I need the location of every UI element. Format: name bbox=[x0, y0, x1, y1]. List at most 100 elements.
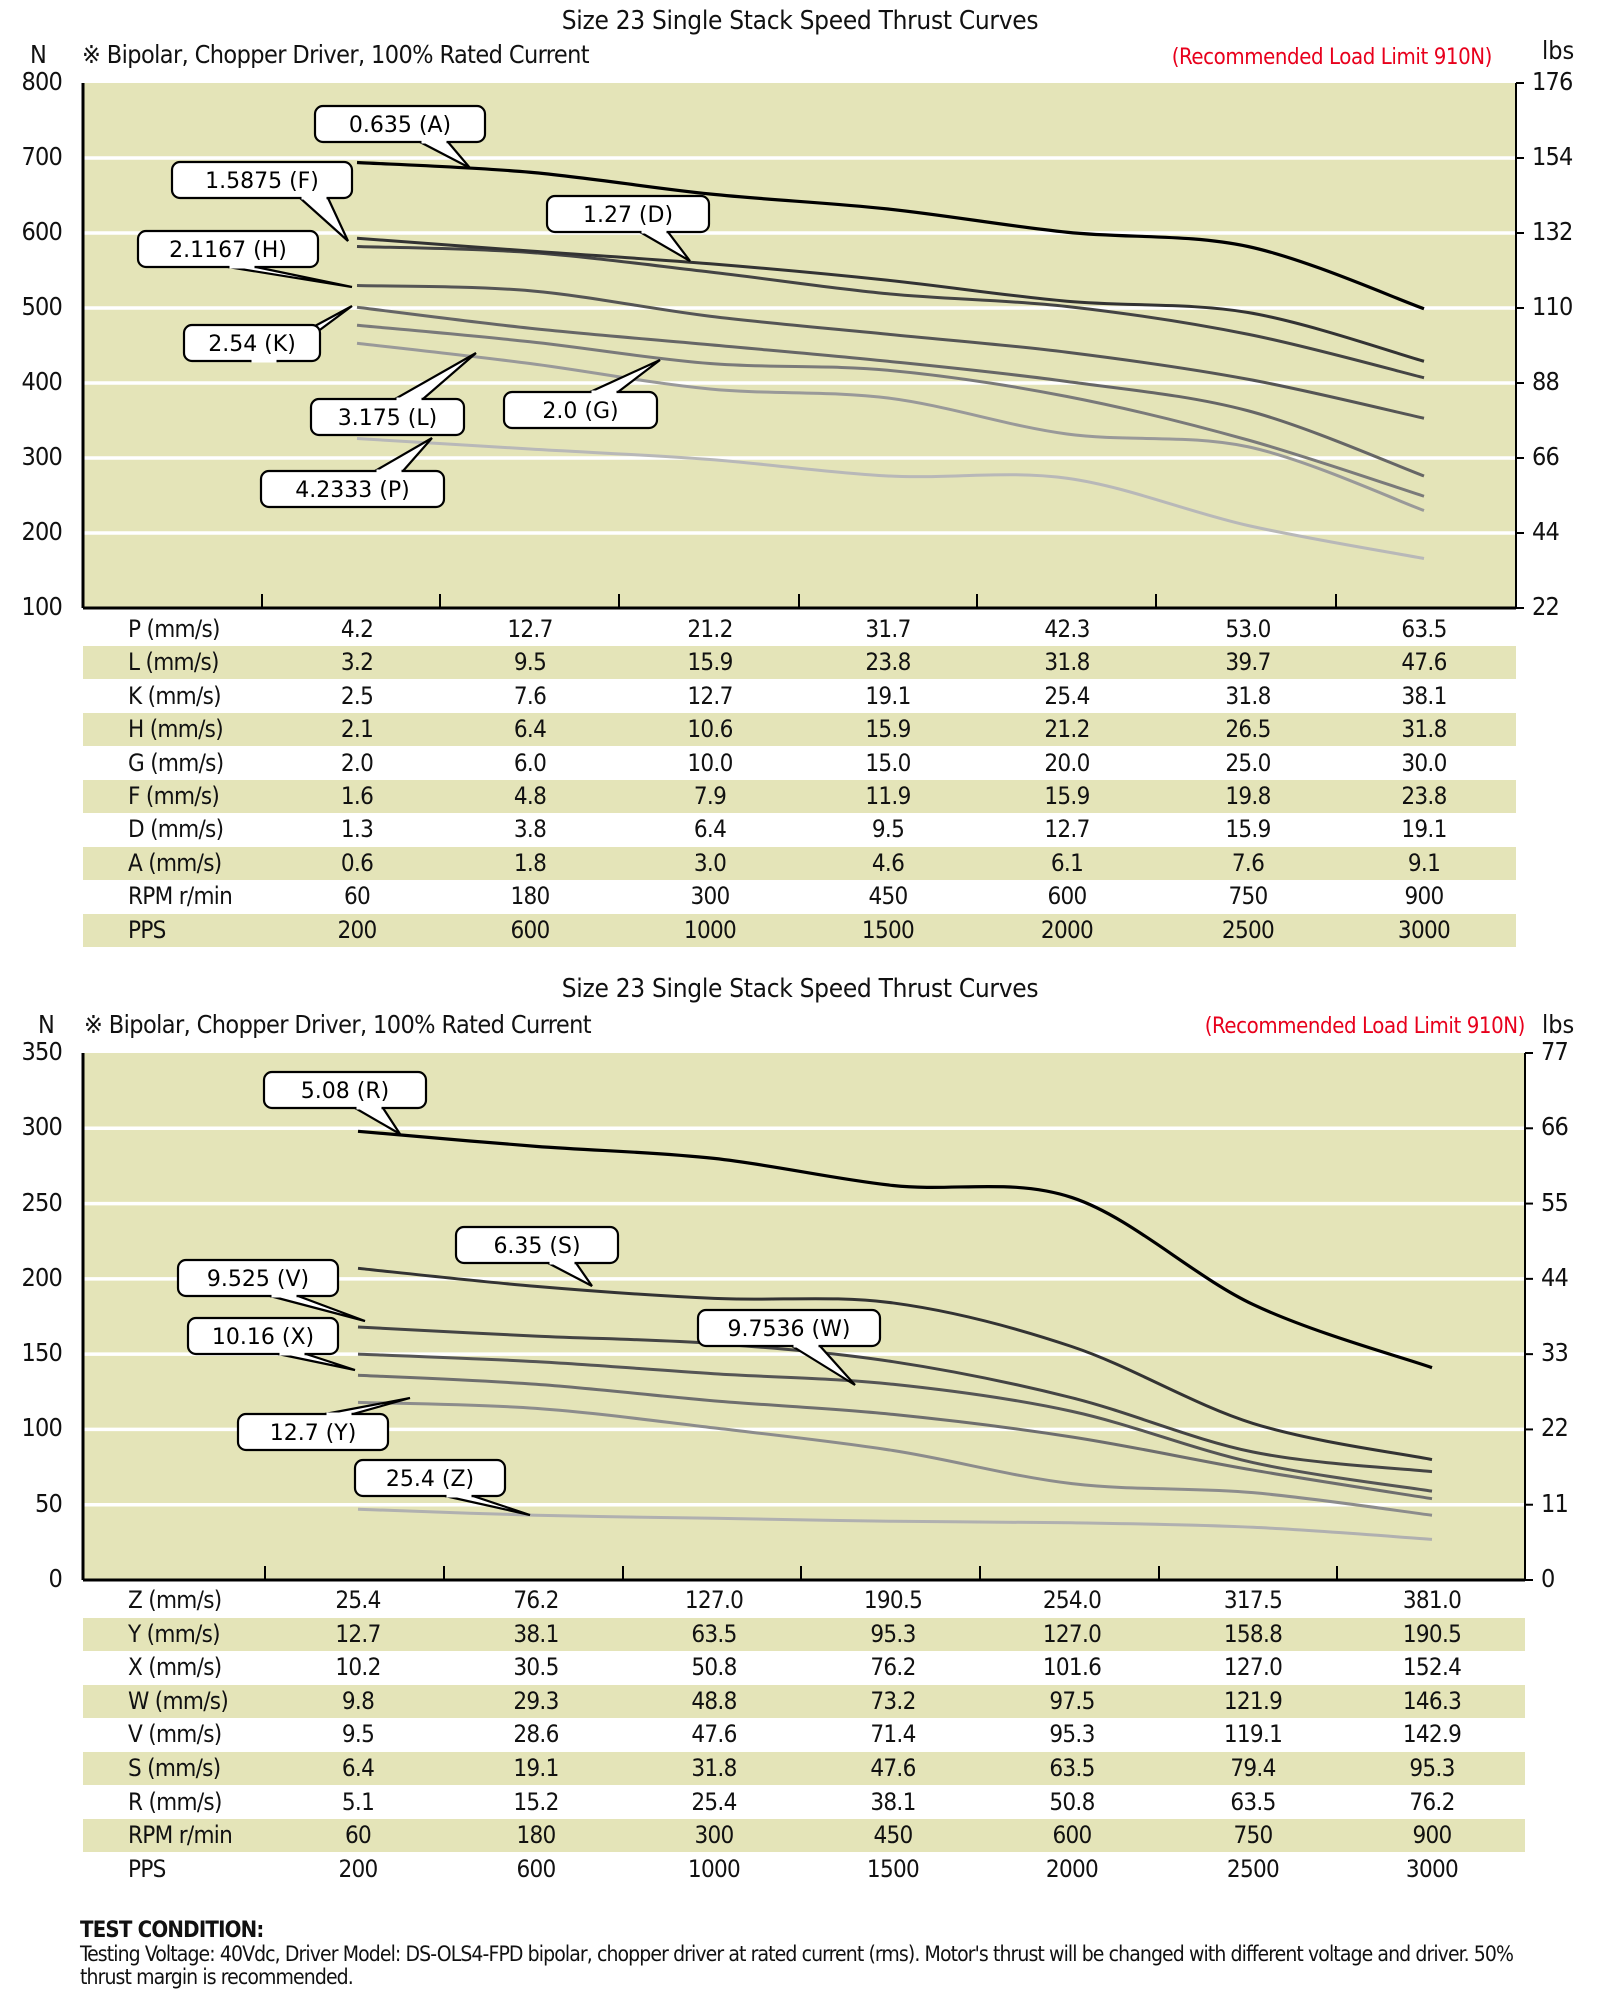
series-line-H bbox=[356, 284, 1425, 420]
callout-box bbox=[454, 1225, 620, 1265]
chart2-title: Size 23 Single Stack Speed Thrust Curves bbox=[561, 974, 1039, 1004]
table-cell: 1.3 bbox=[340, 815, 374, 844]
table-cell: 42.3 bbox=[1044, 615, 1090, 643]
table-cell: 142.9 bbox=[1402, 1720, 1462, 1749]
table-row: L (mm/s) 3.2 9.5 15.9 23.8 31.8 39.7 47.6 bbox=[83, 646, 1516, 680]
callout-box bbox=[309, 397, 466, 437]
series-line-R bbox=[357, 1129, 1433, 1370]
table-cell: 750 bbox=[1233, 1821, 1273, 1850]
table-cell: 9.1 bbox=[1407, 848, 1441, 877]
table-cell: 180 bbox=[510, 882, 550, 911]
table-cell: 6.0 bbox=[513, 748, 547, 777]
table-row-label: D (mm/s) bbox=[128, 815, 224, 844]
callout-P: 4.2333 (P) bbox=[259, 437, 446, 509]
table-cell: 23.8 bbox=[1401, 782, 1447, 810]
table-cell: 25.4 bbox=[335, 1586, 381, 1614]
y-tick-label-left: 250 bbox=[21, 1187, 62, 1217]
table-cell: 2500 bbox=[1226, 1854, 1280, 1883]
chart1-load-limit-note: (Recommended Load Limit 910N) bbox=[1171, 45, 1493, 70]
table-cell: 200 bbox=[338, 1854, 378, 1883]
table-cell: 1500 bbox=[866, 1854, 920, 1883]
y-tick-label-right: 55 bbox=[1541, 1187, 1569, 1217]
test-condition-title: TEST CONDITION: bbox=[80, 1918, 264, 1943]
y-tick-label-right: 44 bbox=[1541, 1262, 1569, 1292]
table-cell: 450 bbox=[873, 1821, 913, 1850]
y-tick-label-left: 100 bbox=[21, 592, 62, 621]
series-line-X bbox=[357, 1373, 1433, 1501]
table-cell: 121.9 bbox=[1223, 1686, 1283, 1715]
table-cell: 3000 bbox=[1397, 915, 1451, 944]
table-row-label: K (mm/s) bbox=[128, 681, 222, 710]
y-tick-label-left: 500 bbox=[21, 292, 62, 321]
callout-K: 2.54 (K) bbox=[182, 305, 353, 363]
chart2-load-limit-note: (Recommended Load Limit 910N) bbox=[1204, 1014, 1526, 1039]
table-cell: 6.4 bbox=[341, 1754, 375, 1782]
table-row-label: W (mm/s) bbox=[128, 1686, 229, 1715]
y-tick-label-left: 100 bbox=[21, 1413, 62, 1443]
table-cell: 1.8 bbox=[513, 848, 547, 877]
table-cell: 47.6 bbox=[870, 1754, 916, 1782]
y-tick-label-left: 600 bbox=[21, 217, 62, 246]
table-cell: 25.4 bbox=[691, 1787, 737, 1816]
table-cell: 73.2 bbox=[870, 1686, 916, 1715]
y-tick-label-left: 300 bbox=[21, 442, 62, 471]
callout-X: 10.16 (X) bbox=[186, 1316, 356, 1372]
y-tick-label-left: 200 bbox=[21, 1262, 62, 1292]
callout-box bbox=[502, 390, 659, 430]
callout-D: 1.27 (D) bbox=[545, 194, 711, 262]
callout-box bbox=[186, 1316, 340, 1356]
table-cell: 28.6 bbox=[513, 1720, 559, 1749]
table-cell: 15.9 bbox=[1044, 782, 1090, 810]
table-cell: 38.1 bbox=[870, 1787, 916, 1816]
chart2-y-unit-right: lbs bbox=[1542, 1010, 1575, 1039]
table-cell: 60 bbox=[344, 1821, 372, 1850]
table-row: K (mm/s) 2.5 7.6 12.7 19.1 25.4 31.8 38.1 bbox=[83, 680, 1516, 713]
table-cell: 50.8 bbox=[691, 1653, 737, 1682]
y-tick-label-right: 0 bbox=[1541, 1564, 1555, 1593]
table-cell: 39.7 bbox=[1225, 648, 1271, 677]
table-cell: 6.1 bbox=[1050, 848, 1084, 877]
table-cell: 71.4 bbox=[870, 1720, 916, 1749]
table-cell: 50.8 bbox=[1049, 1787, 1095, 1816]
table-cell: 21.2 bbox=[1044, 715, 1090, 744]
table-row: S (mm/s) 6.4 19.1 31.8 47.6 63.5 79.4 95.3 bbox=[83, 1752, 1525, 1785]
table-cell: 15.9 bbox=[687, 648, 733, 677]
table-cell: 1.6 bbox=[340, 782, 374, 810]
table-cell: 63.5 bbox=[1401, 615, 1447, 643]
table-cell: 25.0 bbox=[1225, 748, 1271, 777]
table-cell: 11.9 bbox=[865, 782, 911, 810]
y-tick-label-right: 22 bbox=[1541, 1413, 1569, 1443]
table-cell: 29.3 bbox=[513, 1686, 559, 1715]
table-cell: 19.1 bbox=[513, 1754, 559, 1782]
callout-box bbox=[259, 469, 446, 509]
table-row: PPS 200 600 1000 1500 2000 2500 3000 bbox=[83, 1853, 1525, 1886]
table-cell: 38.1 bbox=[513, 1619, 559, 1648]
table-row: D (mm/s) 1.3 3.8 6.4 9.5 12.7 15.9 19.1 bbox=[83, 813, 1516, 846]
table-cell: 7.9 bbox=[693, 782, 727, 810]
table-cell: 158.8 bbox=[1223, 1619, 1283, 1648]
table-cell: 9.5 bbox=[341, 1720, 375, 1749]
callout-box bbox=[136, 229, 320, 269]
table-cell: 1000 bbox=[683, 915, 737, 944]
table-cell: 15.2 bbox=[513, 1787, 559, 1816]
table-cell: 119.1 bbox=[1223, 1720, 1283, 1749]
table-cell: 19.8 bbox=[1225, 782, 1271, 810]
table-row: H (mm/s) 2.1 6.4 10.6 15.9 21.2 26.5 31.8 bbox=[83, 713, 1516, 747]
callout-label-Y: 12.7 (Y) bbox=[270, 1421, 357, 1446]
table-cell: 31.8 bbox=[1225, 681, 1271, 710]
callout-label-G: 2.0 (G) bbox=[542, 399, 618, 424]
y-tick-label-right: 110 bbox=[1532, 292, 1573, 321]
table-cell: 25.4 bbox=[1044, 681, 1090, 710]
table-cell: 0.6 bbox=[340, 848, 374, 877]
table-row: P (mm/s) 4.2 12.7 21.2 31.7 42.3 53.0 63.5 bbox=[83, 613, 1516, 646]
table-row: Z (mm/s) 25.4 76.2 127.0 190.5 254.0 317.5 381.… bbox=[83, 1584, 1525, 1617]
callout-Y: 12.7 (Y) bbox=[236, 1396, 411, 1452]
y-tick-label-right: 88 bbox=[1532, 367, 1560, 396]
table-cell: 97.5 bbox=[1049, 1686, 1095, 1715]
series-line-S bbox=[357, 1266, 1433, 1462]
table-cell: 10.6 bbox=[687, 715, 733, 744]
table-row-label: PPS bbox=[128, 915, 166, 944]
table-cell: 38.1 bbox=[1401, 681, 1447, 710]
table-cell: 15.9 bbox=[1225, 815, 1271, 844]
table-cell: 7.6 bbox=[1231, 848, 1265, 877]
